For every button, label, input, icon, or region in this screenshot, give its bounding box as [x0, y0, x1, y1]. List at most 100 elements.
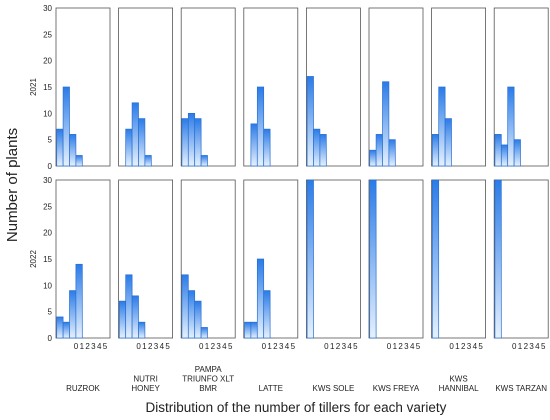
x-tick-label-1-0: 0 [136, 342, 141, 351]
bar-2021-7-3 [513, 139, 521, 167]
x-tick-label-3-1: 1 [267, 342, 272, 351]
y-tick-label-2021-1: 5 [48, 136, 53, 145]
x-tick-label-7-2: 2 [524, 342, 529, 351]
bar-2021-4-2 [319, 134, 327, 167]
y-tick-label-2022-6: 30 [43, 176, 52, 185]
y-tick-label-2022-4: 20 [43, 229, 52, 238]
variety-label-line: HONEY [131, 384, 160, 393]
bar-2022-7-0 [494, 179, 502, 339]
x-tick-label-4-1: 1 [330, 342, 335, 351]
x-tick-label-2-2: 2 [211, 342, 216, 351]
bar-2021-0-3 [75, 155, 83, 167]
variety-label-line: KWS SOLE [313, 384, 355, 393]
y-tick-label-2021-4: 20 [43, 57, 52, 66]
x-tick-label-0-5: 5 [103, 342, 108, 351]
bar-2021-2-2 [194, 118, 202, 167]
x-tick-label-3-0: 0 [262, 342, 267, 351]
bar-2021-2-0 [181, 118, 189, 167]
variety-label-line: KWS TARZAN [495, 384, 547, 393]
row-label-2021: 2021 [29, 78, 38, 96]
panel-2021-7 [493, 7, 549, 167]
variety-label-line: KWS FREYA [373, 384, 420, 393]
bar-2022-0-1 [62, 321, 70, 339]
bar-2021-5-0 [369, 149, 377, 167]
bar-2021-1-1 [125, 128, 133, 167]
x-tick-label-6-5: 5 [478, 342, 483, 351]
x-tick-label-2-5: 5 [228, 342, 233, 351]
y-tick-label-2022-5: 25 [43, 202, 52, 211]
x-tick-label-0-4: 4 [97, 342, 102, 351]
bar-2022-0-2 [69, 290, 77, 339]
bar-2022-2-3 [200, 327, 208, 339]
x-tick-label-4-4: 4 [347, 342, 352, 351]
y-tick-label-2021-2: 10 [43, 109, 52, 118]
y-axis-label: Number of plants [4, 128, 21, 242]
variety-label-2: PAMPA TRIUNFO XLT BMR [182, 365, 234, 393]
x-tick-label-4-5: 5 [353, 342, 358, 351]
bar-2021-2-1 [187, 112, 196, 167]
x-axis-label: Distribution of the number of tillers fo… [146, 400, 447, 415]
x-tick-label-0-1: 1 [80, 342, 85, 351]
bar-2021-7-2 [507, 86, 515, 167]
x-tick-label-5-3: 3 [404, 342, 409, 351]
panel-2022-4 [305, 179, 361, 339]
bar-2021-0-1 [62, 86, 70, 167]
variety-label-3: LATTE [259, 384, 283, 393]
bar-2022-3-0 [244, 321, 252, 339]
x-tick-label-3-5: 5 [291, 342, 296, 351]
bar-2021-4-1 [313, 128, 321, 167]
x-tick-label-1-2: 2 [148, 342, 153, 351]
bar-2021-3-1 [250, 123, 258, 167]
panel-2022-7 [493, 179, 549, 339]
y-tick-label-2021-0: 0 [48, 162, 53, 171]
bar-2022-2-2 [194, 300, 202, 339]
x-tick-label-7-1: 1 [518, 342, 523, 351]
x-tick-label-1-3: 3 [154, 342, 159, 351]
bar-2022-6-0 [431, 179, 440, 339]
x-tick-label-7-4: 4 [535, 342, 540, 351]
panel-2022-6 [431, 179, 487, 339]
bar-2022-1-0 [118, 300, 127, 339]
bar-2021-6-0 [431, 134, 440, 167]
x-tick-label-5-5: 5 [416, 342, 421, 351]
variety-label-line: BMR [199, 384, 217, 393]
variety-label-1: NUTRI HONEY [131, 375, 160, 394]
bar-2022-1-2 [131, 295, 139, 339]
x-tick-label-6-4: 4 [473, 342, 478, 351]
y-tick-label-2021-5: 25 [43, 30, 52, 39]
variety-label-line: HANNIBAL [439, 384, 480, 393]
bar-2021-1-4 [144, 155, 152, 167]
x-tick-label-2-0: 0 [199, 342, 204, 351]
row-label-2022: 2022 [29, 250, 38, 268]
x-tick-label-3-3: 3 [279, 342, 284, 351]
x-tick-label-4-0: 0 [324, 342, 329, 351]
x-tick-label-4-3: 3 [342, 342, 347, 351]
x-tick-label-3-4: 4 [285, 342, 290, 351]
bar-2021-7-1 [500, 144, 509, 167]
variety-label-line: TRIUNFO XLT [182, 375, 234, 384]
x-tick-label-6-0: 0 [449, 342, 454, 351]
x-tick-label-6-2: 2 [461, 342, 466, 351]
bar-2021-4-0 [306, 76, 314, 167]
x-tick-label-5-2: 2 [398, 342, 403, 351]
x-tick-label-7-0: 0 [512, 342, 517, 351]
bar-2021-2-3 [200, 155, 208, 167]
variety-label-line: NUTRI [133, 375, 157, 384]
x-tick-label-2-1: 1 [205, 342, 210, 351]
bar-2022-3-2 [256, 258, 265, 339]
x-tick-label-7-3: 3 [529, 342, 534, 351]
x-tick-label-0-0: 0 [74, 342, 79, 351]
bar-2022-2-1 [187, 290, 196, 339]
bar-2021-1-3 [138, 118, 146, 167]
bar-2021-0-2 [69, 134, 77, 167]
y-tick-label-2022-0: 0 [48, 334, 53, 343]
y-tick-label-2022-1: 5 [48, 308, 53, 317]
bar-2022-0-0 [56, 316, 64, 339]
variety-label-line: PAMPA [195, 365, 222, 374]
bar-2021-3-2 [256, 86, 265, 167]
x-tick-label-0-2: 2 [85, 342, 90, 351]
bar-2021-6-1 [438, 86, 446, 167]
bar-2022-1-3 [138, 321, 146, 339]
variety-label-line: LATTE [259, 384, 283, 393]
